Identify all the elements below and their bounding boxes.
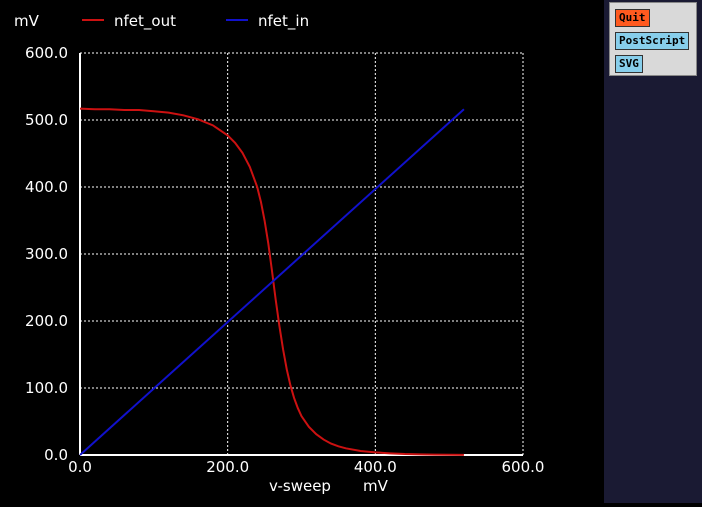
y-tick-label: 0.0 [44, 446, 68, 464]
svg-button[interactable]: SVG [615, 55, 643, 73]
y-tick-label: 200.0 [25, 312, 68, 330]
side-panel: Quit PostScript SVG [604, 0, 702, 503]
series-line-nfet_out [79, 107, 464, 456]
x-tick-label: 400.0 [354, 458, 397, 476]
x-axis-unit-label: mV [363, 477, 389, 495]
legend-label-nfet_out: nfet_out [114, 12, 176, 31]
y-tick-label: 500.0 [25, 111, 68, 129]
series-line-nfet_in [79, 108, 465, 456]
x-tick-label: 200.0 [206, 458, 249, 476]
postscript-button[interactable]: PostScript [615, 32, 690, 50]
x-tick-label: 600.0 [502, 458, 545, 476]
line-chart: 0.0 200.0 400.0 600.0 0.0 100.0 200.0 300.0 400.… [14, 12, 545, 495]
y-tick-label: 400.0 [25, 178, 68, 196]
x-tick-label: 0.0 [68, 458, 92, 476]
y-tick-label: 100.0 [25, 379, 68, 397]
quit-button[interactable]: Quit [615, 9, 650, 27]
y-tick-label: 600.0 [25, 44, 68, 62]
y-axis-unit-label: mV [14, 12, 40, 30]
x-axis-label: v-sweep [269, 477, 331, 495]
legend-label-nfet_in: nfet_in [258, 12, 309, 31]
button-panel: Quit PostScript SVG [609, 2, 697, 76]
y-tick-label: 300.0 [25, 245, 68, 263]
plot-area: 0.0 200.0 400.0 600.0 0.0 100.0 200.0 300.0 400.… [14, 12, 545, 495]
